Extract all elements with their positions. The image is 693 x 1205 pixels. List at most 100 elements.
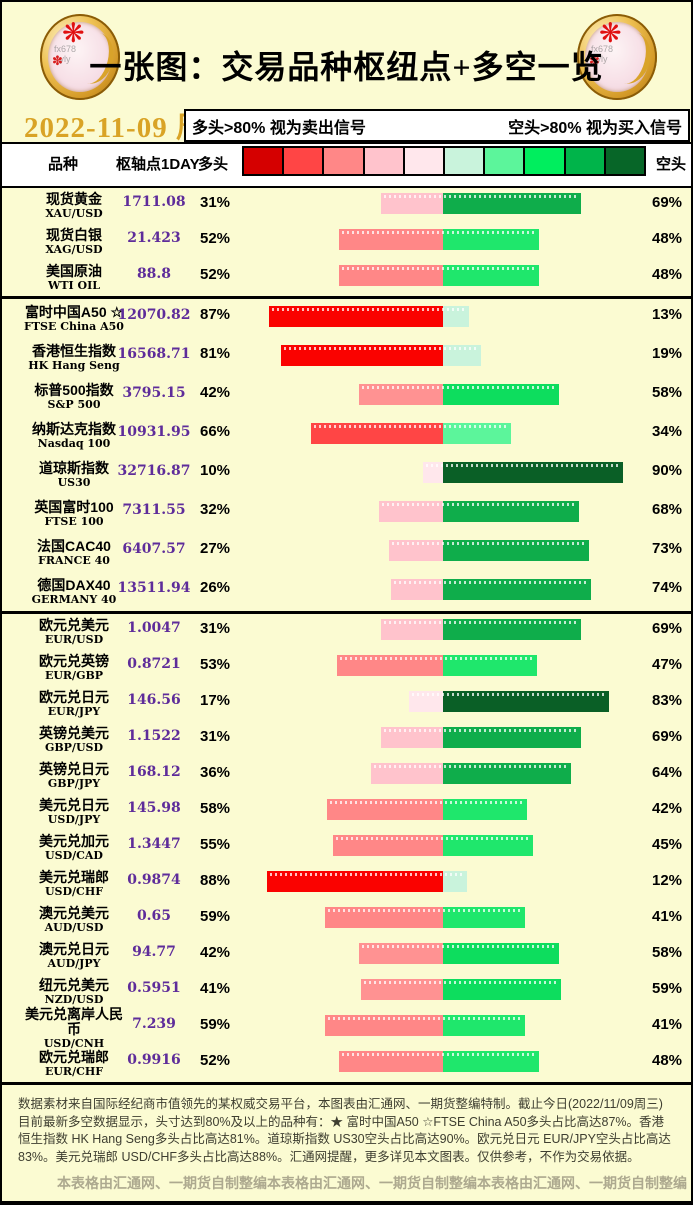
instrument-name: 德国DAX40 GERMANY 40 <box>8 572 140 611</box>
instrument-ticker: USD/CHF <box>44 885 104 898</box>
long-segment <box>281 345 443 366</box>
bar-dotted-line <box>336 837 530 840</box>
pivot-value: 0.65 <box>136 908 172 924</box>
instrument-ticker: GBP/USD <box>44 741 104 754</box>
short-percent: 69% <box>652 193 683 211</box>
short-percent: 64% <box>652 763 683 781</box>
pivot-value: 13511.94 <box>117 579 191 596</box>
bar-dotted-line <box>392 542 586 545</box>
long-short-bar <box>325 907 525 928</box>
long-percent: 27% <box>200 540 231 557</box>
bar-dotted-line <box>384 195 578 198</box>
instrument-name-cn: 欧元兑英镑 <box>39 653 109 669</box>
short-segment <box>443 799 527 820</box>
long-segment <box>379 501 443 522</box>
table-row: 美元兑加元 USD/CAD 1.3447 55% 45% <box>2 830 691 866</box>
col-header-short: 空头 <box>656 156 687 173</box>
long-short-bar <box>327 799 527 820</box>
table-row: 欧元兑美元 EUR/USD 1.0047 31% 69% <box>2 614 691 650</box>
short-percent: 90% <box>652 462 683 479</box>
bar-dotted-line <box>382 503 576 506</box>
short-percent: 68% <box>652 501 683 518</box>
pivot-value: 1711.08 <box>122 194 186 210</box>
section-indices: 富时中国A50 ☆ FTSE China A50 12070.82 87% 13% 香港恒… <box>2 299 691 611</box>
long-short-bar <box>333 835 533 856</box>
instrument-name: 纽元兑美元 NZD/USD <box>8 974 140 1010</box>
pivot-value: 16568.71 <box>117 345 191 362</box>
short-segment <box>443 384 559 405</box>
bar-dotted-line <box>314 425 508 428</box>
long-short-bar <box>281 345 481 366</box>
instrument-name: 美元兑瑞郎 USD/CHF <box>8 866 140 902</box>
instrument-name-cn: 英镑兑美元 <box>39 725 109 741</box>
instrument-ticker: USD/CNH <box>43 1036 105 1050</box>
table-row: 美元兑日元 USD/JPY 145.98 58% 42% <box>2 794 691 830</box>
short-segment <box>443 763 571 784</box>
long-segment <box>339 1051 443 1072</box>
long-segment <box>269 306 443 327</box>
bar-dotted-line <box>340 657 534 660</box>
legend-swatch <box>565 148 604 174</box>
table-row: 标普500指数 S&P 500 3795.15 42% 58% <box>2 377 691 416</box>
instrument-ticker: HK Hang Seng <box>28 358 120 372</box>
disclaimer-text: 数据素材来自国际经纪商市值领先的某权威交易平台，本图表由汇通网、一期货整编特制。… <box>18 1097 671 1164</box>
instrument-name-cn: 香港恒生指数 <box>32 342 116 359</box>
legend-swatch <box>445 148 484 174</box>
long-percent: 58% <box>200 799 231 817</box>
short-percent: 42% <box>652 799 683 817</box>
short-segment <box>443 540 589 561</box>
long-percent: 66% <box>200 423 231 440</box>
instrument-name: 现货白银 XAG/USD <box>8 224 140 260</box>
long-short-bar <box>325 1015 525 1036</box>
bar-dotted-line <box>362 386 556 389</box>
long-percent: 59% <box>200 1015 231 1033</box>
watermark-row: 本表格由汇通网、一期货自制整编 本表格由汇通网、一期货自制整编 本表格由汇通网、… <box>18 1173 687 1193</box>
instrument-name-cn: 现货黄金 <box>46 191 102 207</box>
instrument-name-cn: 欧元兑美元 <box>39 617 109 633</box>
small-flower-icon: ✽ <box>589 53 600 68</box>
table-row: 英国富时100 FTSE 100 7311.55 32% 68% <box>2 494 691 533</box>
short-segment <box>443 871 467 892</box>
bar-dotted-line <box>384 729 578 732</box>
long-percent: 81% <box>200 345 231 362</box>
small-flower-icon: ✽ <box>52 53 63 68</box>
short-segment <box>443 345 481 366</box>
short-percent: 12% <box>652 871 683 889</box>
long-segment <box>381 727 443 748</box>
instrument-name: 纳斯达克指数 Nasdaq 100 <box>8 416 140 455</box>
long-percent: 31% <box>200 619 231 637</box>
legend-gradient <box>242 146 646 176</box>
pivot-value: 0.5951 <box>127 980 181 996</box>
long-short-bar <box>359 943 559 964</box>
instrument-ticker: US30 <box>57 475 91 489</box>
instrument-ticker: EUR/CHF <box>44 1065 104 1078</box>
table-row: 法国CAC40 FRANCE 40 6407.57 27% 73% <box>2 533 691 572</box>
table-row: 现货白银 XAG/USD 21.423 52% 48% <box>2 224 691 260</box>
long-short-bar <box>311 423 511 444</box>
bar-dotted-line <box>394 581 588 584</box>
short-segment <box>443 691 609 712</box>
pivot-value: 1.1522 <box>127 728 181 744</box>
long-segment <box>311 423 443 444</box>
long-percent: 42% <box>200 943 231 961</box>
table-row: 澳元兑美元 AUD/USD 0.65 59% 41% <box>2 902 691 938</box>
instrument-ticker: FTSE China A50 <box>24 319 124 333</box>
bar-dotted-line <box>272 308 466 311</box>
instrument-name: 英镑兑美元 GBP/USD <box>8 722 140 758</box>
short-percent: 41% <box>652 907 683 925</box>
bar-dotted-line <box>328 909 522 912</box>
long-segment <box>327 799 443 820</box>
instrument-ticker: XAU/USD <box>45 207 103 220</box>
section-divider <box>2 611 691 614</box>
instrument-name-cn: 纽元兑美元 <box>39 977 109 993</box>
long-signal-note: 多头>80% 视为卖出信号 <box>192 119 366 137</box>
pivot-value: 94.77 <box>132 944 176 960</box>
table-row: 道琼斯指数 US30 32716.87 10% 90% <box>2 455 691 494</box>
long-short-bar <box>409 691 609 712</box>
short-percent: 48% <box>652 1051 683 1069</box>
instrument-name-cn: 现货白银 <box>46 227 102 243</box>
pivot-value: 145.98 <box>127 800 181 816</box>
long-percent: 52% <box>200 1051 231 1069</box>
table-row: 英镑兑日元 GBP/JPY 168.12 36% 64% <box>2 758 691 794</box>
col-header-instrument: 品种 <box>48 156 79 173</box>
